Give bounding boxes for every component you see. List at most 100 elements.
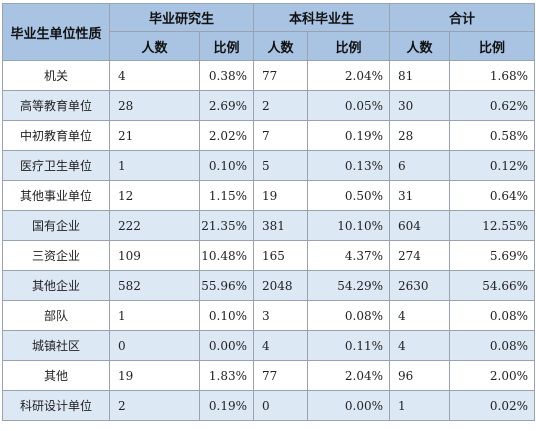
undergraduate-ratio: 0.00% [307,390,391,421]
graduate-ratio: 0.19% [198,390,255,421]
undergraduate-count: 3 [253,300,309,331]
row-category: 城镇社区 [2,330,110,361]
table-row: 国有企业 222 21.35% 381 10.10% 604 12.55% [2,210,536,241]
graduate-count: 1 [109,150,200,181]
graduate-count: 0 [109,330,200,361]
graduate-ratio: 21.35% [198,210,255,241]
graduate-count: 12 [109,180,200,211]
undergraduate-ratio: 0.08% [307,300,391,331]
table-row: 三资企业 109 10.48% 165 4.37% 274 5.69% [2,240,536,271]
subheader-row: 人数 比例 人数 比例 人数 比例 [3,31,536,61]
subheader-ratio: 比例 [198,31,255,61]
graduate-ratio: 0.10% [198,150,255,181]
total-count: 6 [389,150,451,181]
total-ratio: 0.58% [449,120,536,151]
graduate-ratio: 10.48% [198,240,255,271]
graduate-ratio: 55.96% [198,270,255,301]
undergraduate-ratio: 10.10% [307,210,391,241]
header-undergraduate: 本科毕业生 [253,3,391,32]
row-category: 中初教育单位 [2,120,110,151]
row-category: 科研设计单位 [2,390,110,421]
total-ratio: 0.02% [449,390,536,421]
total-count: 274 [389,240,451,271]
total-count: 2630 [389,270,451,301]
total-ratio: 0.08% [449,330,536,361]
subheader-ratio: 比例 [307,31,391,61]
undergraduate-count: 77 [253,60,309,91]
header-nature: 毕业生单位性质 [2,3,110,61]
row-category: 高等教育单位 [2,90,110,121]
employment-table: 毕业生单位性质 毕业研究生 本科毕业生 合计 人数 比例 人数 比例 人数 比例… [2,3,536,421]
undergraduate-ratio: 0.19% [307,120,391,151]
total-ratio: 0.12% [449,150,536,181]
graduate-count: 582 [109,270,200,301]
row-category: 国有企业 [2,210,110,241]
total-count: 4 [389,330,451,361]
total-count: 4 [389,300,451,331]
undergraduate-ratio: 0.11% [307,330,391,361]
row-category: 三资企业 [2,240,110,271]
subheader-ratio: 比例 [449,31,536,61]
total-ratio: 2.00% [449,360,536,391]
total-count: 81 [389,60,451,91]
total-ratio: 0.08% [449,300,536,331]
graduate-ratio: 1.15% [198,180,255,211]
undergraduate-count: 165 [253,240,309,271]
graduate-ratio: 2.69% [198,90,255,121]
table-row: 其他 19 1.83% 77 2.04% 96 2.00% [2,360,536,391]
undergraduate-count: 2048 [253,270,309,301]
undergraduate-count: 19 [253,180,309,211]
graduate-ratio: 0.38% [198,60,255,91]
total-ratio: 54.66% [449,270,536,301]
undergraduate-count: 0 [253,390,309,421]
row-category: 部队 [2,300,110,331]
undergraduate-ratio: 0.13% [307,150,391,181]
total-count: 604 [389,210,451,241]
row-category: 机关 [2,60,110,91]
undergraduate-count: 2 [253,90,309,121]
total-ratio: 12.55% [449,210,536,241]
undergraduate-count: 77 [253,360,309,391]
graduate-count: 19 [109,360,200,391]
undergraduate-count: 5 [253,150,309,181]
undergraduate-ratio: 0.50% [307,180,391,211]
undergraduate-ratio: 4.37% [307,240,391,271]
table-row: 中初教育单位 21 2.02% 7 0.19% 28 0.58% [2,120,536,151]
total-ratio: 1.68% [449,60,536,91]
graduate-count: 21 [109,120,200,151]
undergraduate-count: 7 [253,120,309,151]
subheader-count: 人数 [253,31,309,61]
graduate-ratio: 0.00% [198,330,255,361]
table-row: 医疗卫生单位 1 0.10% 5 0.13% 6 0.12% [2,150,536,181]
table-row: 科研设计单位 2 0.19% 0 0.00% 1 0.02% [2,390,536,421]
total-ratio: 0.64% [449,180,536,211]
table-row: 部队 1 0.10% 3 0.08% 4 0.08% [2,300,536,331]
graduate-ratio: 0.10% [198,300,255,331]
subheader-count: 人数 [109,31,200,61]
row-category: 医疗卫生单位 [2,150,110,181]
total-count: 30 [389,90,451,121]
row-category: 其他 [2,360,110,391]
total-count: 96 [389,360,451,391]
table-row: 高等教育单位 28 2.69% 2 0.05% 30 0.62% [2,90,536,121]
table-row: 其他企业 582 55.96% 2048 54.29% 2630 54.66% [2,270,536,301]
graduate-count: 2 [109,390,200,421]
header-total: 合计 [389,3,536,32]
graduate-count: 28 [109,90,200,121]
undergraduate-ratio: 54.29% [307,270,391,301]
header-row: 毕业生单位性质 毕业研究生 本科毕业生 合计 [2,3,536,61]
table-row: 其他事业单位 12 1.15% 19 0.50% 31 0.64% [2,180,536,211]
graduate-count: 222 [109,210,200,241]
table-body: 机关 4 0.38% 77 2.04% 81 1.68% 高等教育单位 28 2.69% 2 0.05… [2,60,536,421]
graduate-count: 109 [109,240,200,271]
table-row: 城镇社区 0 0.00% 4 0.11% 4 0.08% [2,330,536,361]
total-ratio: 0.62% [449,90,536,121]
graduate-ratio: 1.83% [198,360,255,391]
undergraduate-count: 4 [253,330,309,361]
undergraduate-count: 381 [253,210,309,241]
total-count: 28 [389,120,451,151]
graduate-count: 4 [109,60,200,91]
row-category: 其他事业单位 [2,180,110,211]
total-count: 31 [389,180,451,211]
table-row: 机关 4 0.38% 77 2.04% 81 1.68% [2,60,536,91]
